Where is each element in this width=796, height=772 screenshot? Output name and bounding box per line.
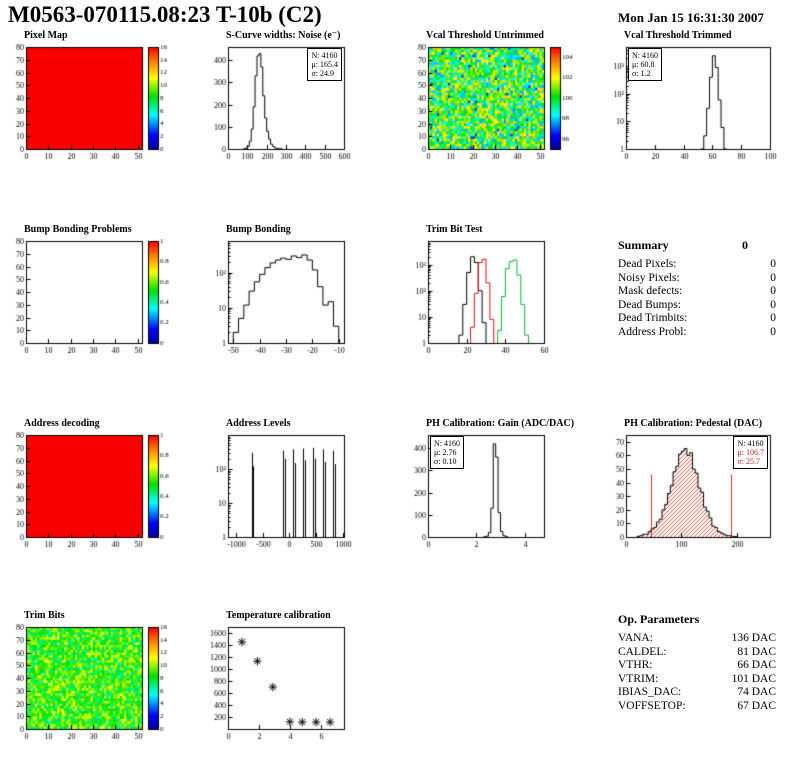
op-label: CALDEL: — [618, 645, 667, 658]
op-value: 101 DAC — [731, 672, 776, 685]
summary-label: Noisy Pixels: — [618, 271, 680, 284]
plot-title: Vcal Threshold Trimmed — [624, 30, 732, 41]
stats-mean: μ: 2.76 — [434, 448, 457, 457]
page-title: M0563-070115.08:23 T-10b (C2) — [8, 2, 322, 27]
stats-sigma: σ: 0.10 — [434, 457, 457, 466]
summary-header: Summary 0 — [618, 238, 776, 253]
plot-title: PH Calibration: Gain (ADC/DAC) — [426, 418, 575, 429]
plot-bump-bonding-problems: Bump Bonding Problems — [0, 224, 178, 361]
plot-title: Pixel Map — [24, 30, 68, 41]
stats-entries: N: 4160 — [311, 51, 338, 60]
plot-pixel-map: Pixel Map — [0, 30, 178, 167]
op-value: 136 DAC — [731, 632, 776, 644]
summary-value: 0 — [770, 258, 776, 270]
stats-sigma: σ: 1.2 — [632, 69, 651, 78]
pixel-map-heatmap — [0, 43, 178, 167]
plot-title: Address Levels — [226, 418, 291, 429]
plot-trim-bit-test: Trim Bit Test — [402, 224, 552, 361]
plot-title: S-Curve widths: Noise (e⁻) — [226, 30, 341, 41]
summary-label: Dead Pixels: — [618, 258, 677, 270]
ph-gain-histogram — [402, 431, 552, 555]
op-label: VANA: — [618, 632, 653, 644]
op-label: IBIAS_DAC: — [618, 686, 682, 698]
plot-scurve-noise: S-Curve widths: Noise (e⁻) N: 4160 μ: 16… — [202, 30, 352, 167]
summary-label: Mask defects: — [618, 285, 683, 297]
summary-row-dead-bumps: Dead Bumps: 0 — [618, 299, 776, 313]
summary-row-address-probl: Address Probl: 0 — [618, 326, 776, 340]
summary-value: 0 — [770, 312, 776, 324]
op-row-vana: VANA: 136 DAC — [618, 632, 776, 646]
plot-title: PH Calibration: Pedestal (DAC) — [624, 418, 763, 429]
address-levels-histogram — [202, 431, 352, 555]
op-row-vtrim: VTRIM: 101 DAC — [618, 673, 776, 687]
stats-box: N: 4160 μ: 165.4 σ: 24.9 — [307, 48, 342, 81]
plot-title: Trim Bit Test — [426, 224, 483, 235]
summary-row-mask-defects: Mask defects: 0 — [618, 285, 776, 299]
stats-mean: μ: 106.7 — [737, 448, 764, 457]
stats-entries: N: 4160 — [632, 51, 658, 60]
op-row-ibias-dac: IBIAS_DAC: 74 DAC — [618, 686, 776, 700]
stats-sigma: σ: 25.7 — [737, 457, 761, 466]
summary-value: 0 — [770, 325, 776, 338]
trim-bit-test-histogram — [402, 237, 552, 361]
op-value: 74 DAC — [737, 686, 776, 698]
address-decoding-heatmap — [0, 431, 178, 555]
plot-bump-bonding: Bump Bonding — [202, 224, 352, 361]
summary-title: Summary — [618, 238, 669, 252]
summary-value: 0 — [770, 298, 776, 311]
bump-bonding-histogram — [202, 237, 352, 361]
stats-box: N: 4160 μ: 106.7 σ: 25.7 — [733, 436, 768, 469]
plot-temperature-calibration: Temperature calibration — [202, 610, 352, 747]
plot-title: Address decoding — [24, 418, 100, 429]
summary-panel: Summary 0 Dead Pixels: 0 Noisy Pixels: 0… — [618, 238, 776, 339]
summary-row-dead-pixels: Dead Pixels: 0 — [618, 258, 776, 272]
stats-box: N: 4160 μ: 2.76 σ: 0.10 — [430, 436, 464, 469]
op-label: VTRIM: — [618, 672, 659, 685]
plot-ph-gain: PH Calibration: Gain (ADC/DAC) N: 4160 μ… — [402, 418, 574, 555]
bump-problems-heatmap — [0, 237, 178, 361]
plot-vcal-untrimmed: Vcal Threshold Untrimmed — [402, 30, 580, 167]
op-row-caldel: CALDEL: 81 DAC — [618, 646, 776, 660]
op-row-voffsetop: VOFFSETOP: 67 DAC — [618, 700, 776, 714]
stats-entries: N: 4160 — [434, 439, 460, 448]
summary-value: 0 — [770, 285, 776, 297]
op-value: 66 DAC — [737, 659, 776, 671]
report-timestamp: Mon Jan 15 16:31:30 2007 — [618, 10, 764, 25]
plot-title: Temperature calibration — [226, 610, 331, 621]
summary-row-dead-trimbits: Dead Trimbits: 0 — [618, 312, 776, 326]
stats-box: N: 4160 μ: 60.8 σ: 1.2 — [628, 48, 662, 81]
op-value: 81 DAC — [737, 645, 776, 658]
stats-entries: N: 4160 — [737, 439, 764, 448]
vcal-untrimmed-heatmap — [402, 43, 580, 167]
op-row-vthr: VTHR: 66 DAC — [618, 659, 776, 673]
summary-value: 0 — [770, 271, 776, 284]
trim-bits-heatmap — [0, 623, 178, 747]
plot-ph-pedestal: PH Calibration: Pedestal (DAC) N: 4160 μ… — [600, 418, 778, 555]
summary-row-noisy-pixels: Noisy Pixels: 0 — [618, 272, 776, 286]
stats-sigma: σ: 24.9 — [311, 69, 335, 78]
plot-vcal-trimmed: Vcal Threshold Trimmed N: 4160 μ: 60.8 σ… — [600, 30, 778, 167]
plot-address-levels: Address Levels — [202, 418, 352, 555]
plot-address-decoding: Address decoding — [0, 418, 178, 555]
summary-label: Dead Bumps: — [618, 298, 681, 311]
op-value: 67 DAC — [737, 699, 776, 712]
plot-title: Vcal Threshold Untrimmed — [426, 30, 544, 41]
op-parameters-title: Op. Parameters — [618, 612, 700, 626]
op-label: VOFFSETOP: — [618, 699, 686, 712]
plot-title: Bump Bonding Problems — [24, 224, 132, 235]
plot-title: Trim Bits — [24, 610, 65, 621]
temperature-calibration-scatter — [202, 623, 352, 747]
summary-total: 0 — [742, 238, 748, 252]
op-parameters-panel: Op. Parameters VANA: 136 DAC CALDEL: 81 … — [618, 612, 776, 713]
summary-label: Dead Trimbits: — [618, 312, 688, 324]
plot-trim-bits: Trim Bits — [0, 610, 178, 747]
plot-title: Bump Bonding — [226, 224, 291, 235]
op-label: VTHR: — [618, 659, 653, 671]
summary-label: Address Probl: — [618, 325, 687, 338]
vcal-trimmed-histogram — [600, 43, 778, 167]
stats-mean: μ: 165.4 — [311, 60, 338, 69]
stats-mean: μ: 60.8 — [632, 60, 655, 69]
